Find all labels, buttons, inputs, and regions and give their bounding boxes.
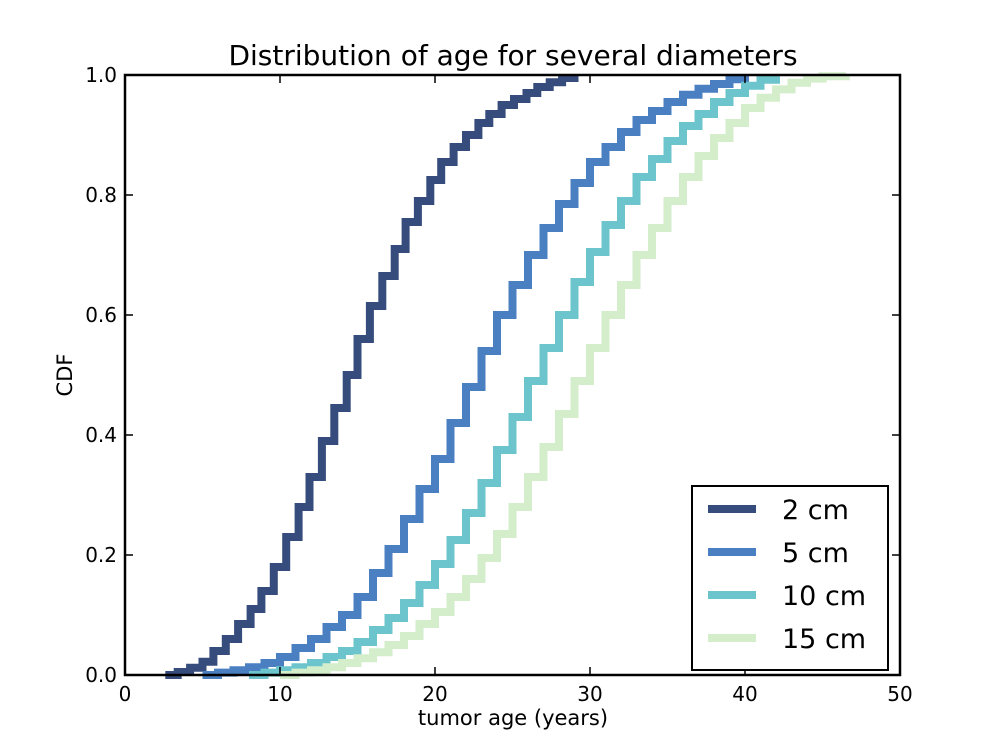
y-tick-label: 0.4 (85, 423, 117, 447)
chart-title: Distribution of age for several diameter… (228, 39, 797, 72)
x-tick-label: 50 (887, 682, 912, 706)
legend-label: 15 cm (782, 624, 866, 655)
x-tick-label: 30 (577, 682, 602, 706)
plot-frame (123, 73, 902, 677)
y-axis-label: CDF (53, 354, 77, 397)
series-line-2 (249, 75, 780, 679)
legend-label: 10 cm (782, 581, 866, 612)
y-tick-label: 0.2 (85, 543, 117, 567)
x-tick-label: 0 (119, 682, 132, 706)
legend-label: 5 cm (782, 538, 849, 569)
x-tick-label: 20 (422, 682, 447, 706)
y-tick-label: 1.0 (85, 63, 117, 87)
y-tick-label: 0.8 (85, 183, 117, 207)
series-line-3 (280, 72, 850, 679)
legend: 2 cm 5 cm 10 cm 15 cm (691, 485, 889, 671)
legend-label: 2 cm (782, 495, 849, 526)
axis-ticks: 0 10 20 30 40 50 0.0 0.2 0.4 0.6 0.8 1.0 (85, 63, 913, 706)
y-tick-label: 0.6 (85, 303, 117, 327)
series-line-0 (165, 74, 579, 679)
series-line-1 (202, 75, 749, 679)
x-tick-label: 10 (267, 682, 292, 706)
x-tick-label: 40 (732, 682, 757, 706)
x-axis-label: tumor age (years) (418, 706, 608, 730)
plot-lines (165, 72, 850, 679)
y-tick-label: 0.0 (85, 663, 117, 687)
